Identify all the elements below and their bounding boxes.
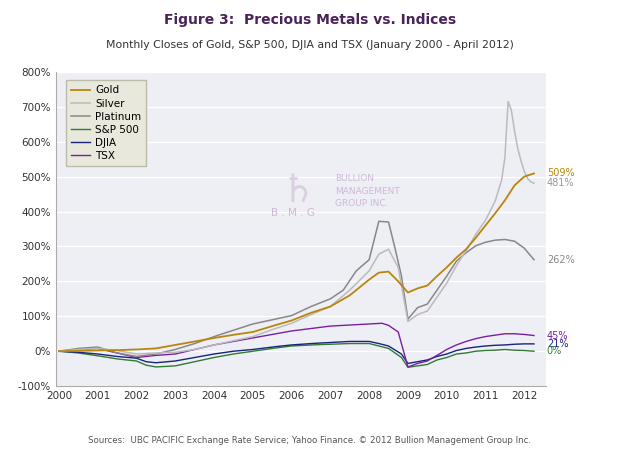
Text: B . M . G: B . M . G: [272, 208, 315, 218]
Legend: Gold, Silver, Platinum, S&P 500, DJIA, TSX: Gold, Silver, Platinum, S&P 500, DJIA, T…: [66, 80, 146, 166]
Text: BULLION
MANAGEMENT
GROUP INC.: BULLION MANAGEMENT GROUP INC.: [335, 174, 400, 208]
Text: Figure 3:  Precious Metals vs. Indices: Figure 3: Precious Metals vs. Indices: [164, 13, 456, 27]
Text: Sources:  UBC PACIFIC Exchange Rate Service; Yahoo Finance. © 2012 Bullion Manag: Sources: UBC PACIFIC Exchange Rate Servi…: [89, 436, 531, 445]
Text: 509%: 509%: [547, 168, 574, 178]
Text: ♄: ♄: [281, 172, 316, 210]
Text: 45%: 45%: [547, 330, 569, 340]
Text: 0%: 0%: [547, 346, 562, 356]
Text: 481%: 481%: [547, 178, 574, 188]
Text: 262%: 262%: [547, 255, 575, 265]
Text: Monthly Closes of Gold, S&P 500, DJIA and TSX (January 2000 - April 2012): Monthly Closes of Gold, S&P 500, DJIA an…: [106, 40, 514, 50]
Text: 21%: 21%: [547, 339, 569, 349]
